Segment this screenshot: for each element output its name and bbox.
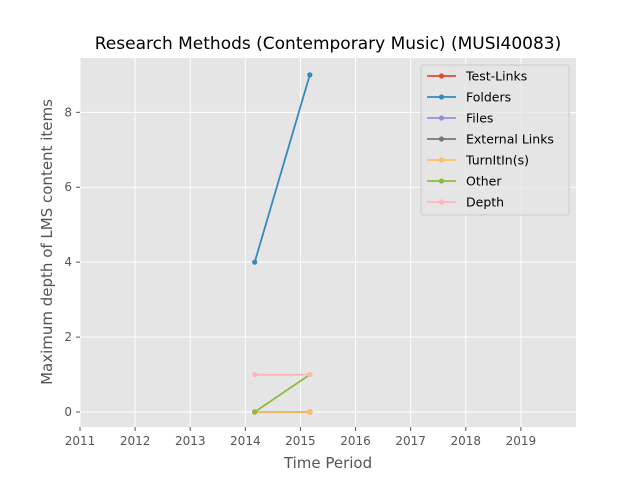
legend-label: Other [466, 174, 502, 189]
data-point [252, 409, 258, 415]
legend-label: External Links [466, 132, 554, 147]
legend-entry: Folders [427, 90, 511, 105]
series-line [254, 373, 311, 413]
series-folders [252, 72, 313, 265]
series-layer [252, 72, 313, 415]
legend-entry: TurnItIn(s) [427, 153, 529, 168]
legend-swatch-marker [438, 73, 445, 79]
series-depth [252, 371, 313, 378]
legend-swatch-marker [438, 136, 445, 142]
legend-label: Folders [466, 90, 511, 105]
x-tick-label: 2019 [506, 434, 537, 448]
y-tick-label: 6 [64, 180, 72, 194]
legend-label: Files [466, 111, 493, 126]
legend-label: Depth [466, 195, 504, 210]
axis-ticks: 2011 2012 2013 2014 2015 2016 2017 2018 2019 0 2 4 6… [64, 105, 536, 448]
data-point [307, 72, 313, 78]
data-point [307, 371, 313, 378]
legend-entry: Test-Links [427, 69, 527, 84]
legend-swatch-marker [438, 157, 445, 163]
legend-swatch-marker [438, 178, 445, 184]
legend-label: TurnItIn(s) [465, 153, 529, 168]
series-line [253, 74, 311, 263]
legend-box [420, 64, 570, 216]
data-point [252, 259, 258, 265]
x-tick-label: 2018 [451, 434, 482, 448]
legend-entry: Depth [427, 195, 504, 210]
x-tick-label: 2017 [395, 434, 426, 448]
data-point [307, 409, 313, 415]
legend-swatch-marker [438, 199, 445, 205]
y-axis-label: Maximum depth of LMS content items [38, 99, 56, 385]
x-tick-label: 2012 [120, 434, 151, 448]
x-tick-label: 2015 [285, 434, 316, 448]
legend-entry: Other [427, 174, 502, 189]
x-tick-label: 2014 [230, 434, 261, 448]
y-tick-label: 2 [64, 330, 72, 344]
legend-label: Test-Links [465, 69, 527, 84]
data-point [252, 371, 258, 378]
legend-entry: Files [427, 111, 493, 126]
x-tick-label: 2013 [175, 434, 206, 448]
legend: Test-Links Folders Files External Links Turn… [420, 64, 570, 216]
y-tick-label: 8 [64, 105, 72, 119]
x-tick-label: 2011 [65, 434, 96, 448]
y-tick-label: 0 [64, 405, 72, 419]
y-tick-label: 4 [64, 255, 72, 269]
chart-title: Research Methods (Contemporary Music) (M… [95, 34, 561, 54]
legend-swatch-marker [438, 94, 445, 100]
legend-entry: External Links [427, 132, 554, 147]
x-tick-label: 2016 [340, 434, 371, 448]
legend-swatch-marker [438, 115, 445, 121]
x-axis-label: Time Period [283, 454, 372, 472]
